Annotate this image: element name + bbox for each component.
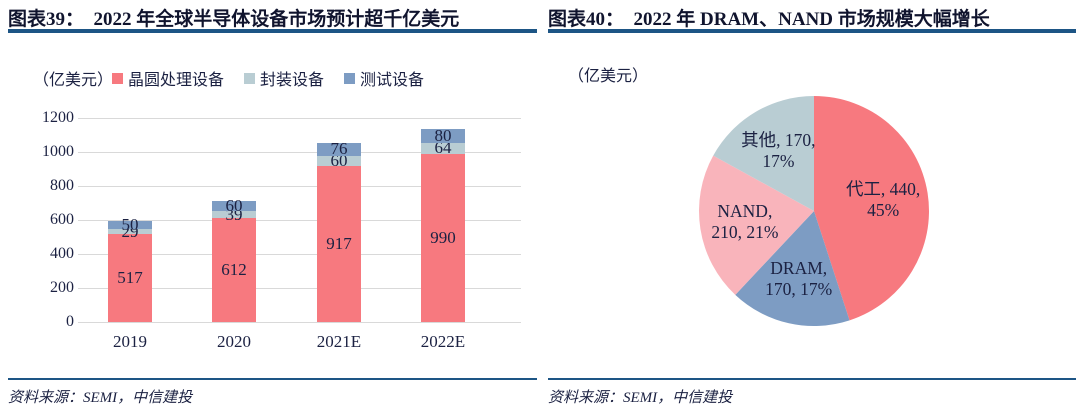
bar-value-label: 517 — [117, 268, 143, 288]
bar-segment — [317, 155, 361, 167]
legend-swatch-1 — [244, 72, 256, 84]
grid-line — [78, 322, 521, 323]
legend-label: 测试设备 — [360, 72, 425, 89]
grid-line — [78, 288, 521, 289]
pie-slice-代工 — [814, 96, 929, 321]
bar-value-label: 50 — [121, 214, 139, 234]
bar-segment — [421, 153, 465, 322]
bar-segment — [108, 234, 152, 322]
y-tick-label: 400 — [50, 245, 74, 262]
bar-value-label: 64 — [434, 138, 452, 158]
bar-value-label: 60 — [330, 151, 348, 170]
y-tick-label: 800 — [50, 177, 74, 194]
figure39-title-rule — [8, 29, 537, 33]
bar-segment — [108, 229, 152, 235]
figure39-source-rule — [8, 378, 537, 380]
legend-swatch-0 — [112, 72, 123, 84]
bar-segment — [421, 129, 465, 143]
figure40-source-rule — [548, 378, 1076, 380]
y-tick-label: 600 — [50, 211, 74, 228]
x-category-label: 2021E — [316, 332, 362, 351]
figure40-source: 资料来源：SEMI，中信建投 — [548, 390, 733, 406]
pie-slice-NAND — [698, 155, 814, 295]
y-tick-label: 1000 — [42, 143, 74, 160]
figure39-title: 图表39： 2022 年全球半导体设备市场预计超千亿美元 — [8, 9, 460, 30]
bar-value-label: 612 — [221, 259, 247, 279]
figure40-title: 图表40： 2022 年 DRAM、NAND 市场规模大幅增长 — [548, 9, 990, 30]
bar-segment — [212, 201, 256, 212]
y-tick-label: 0 — [66, 313, 74, 330]
bar-value-label: 76 — [330, 139, 348, 159]
x-category-label: 2019 — [113, 332, 147, 351]
grid-line — [78, 118, 521, 119]
pie-chart — [698, 96, 929, 326]
bar-chart-unit-label: （亿美元） — [33, 72, 114, 89]
bar-segment — [317, 166, 361, 322]
bar-segment — [212, 217, 256, 322]
y-tick-label: 200 — [50, 279, 74, 296]
bar-segment — [108, 220, 152, 230]
y-tick-label: 1200 — [42, 109, 74, 126]
legend-swatch-2 — [344, 72, 356, 84]
legend-label: 晶圆处理设备 — [128, 72, 225, 89]
bar-value-label: 917 — [326, 234, 352, 254]
grid-line — [78, 186, 521, 187]
legend-label: 封装设备 — [260, 72, 325, 89]
bar-segment — [212, 211, 256, 218]
bar-value-label: 60 — [225, 196, 243, 216]
bar-segment — [421, 142, 465, 154]
pie-slice-DRAM — [735, 211, 850, 326]
grid-line — [78, 220, 521, 221]
pie-chart-unit-label: （亿美元） — [568, 68, 649, 85]
grid-line — [78, 254, 521, 255]
bar-chart-legend: 晶圆处理设备 封装设备 测试设备 — [112, 66, 424, 90]
legend-item: 测试设备 — [344, 66, 424, 90]
bar-value-label: 990 — [430, 227, 456, 247]
x-category-label: 2020 — [217, 332, 251, 351]
legend-item: 封装设备 — [244, 66, 324, 90]
grid-line — [78, 152, 521, 153]
pie-slice-其他 — [713, 96, 814, 211]
legend-item: 晶圆处理设备 — [112, 66, 224, 90]
figure39-source: 资料来源：SEMI，中信建投 — [8, 390, 193, 406]
x-category-label: 2022E — [420, 332, 466, 351]
bar-chart-plot-area: 0 200 400 600 800 1000 1200 517 29 50 2019 612 39 60 2… — [42, 109, 521, 351]
figure40-title-rule — [548, 29, 1076, 33]
bar-value-label: 80 — [434, 126, 452, 146]
bar-segment — [317, 142, 361, 156]
